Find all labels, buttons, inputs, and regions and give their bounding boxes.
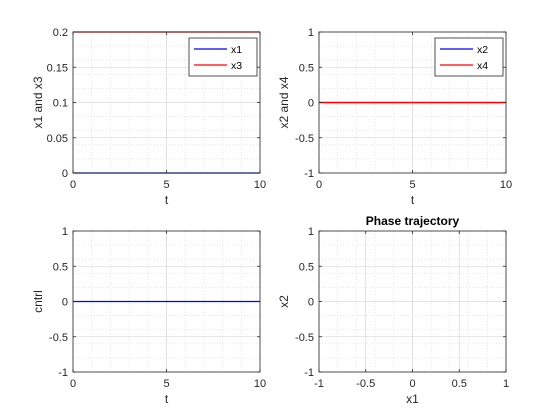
x-tick-label: 10	[254, 378, 266, 390]
y-tick-label: 0.5	[299, 261, 314, 273]
y-axis-label: x1 and x3	[31, 76, 45, 128]
y-tick-label: -0.5	[49, 332, 68, 344]
legend-label-x1: x1	[231, 44, 242, 56]
legend-label-x2: x2	[477, 44, 488, 56]
x-axis-label: t	[165, 193, 169, 207]
x-tick-label: 10	[500, 179, 512, 191]
x-tick-label: 5	[163, 179, 169, 191]
x-tick-label: 0	[70, 378, 76, 390]
x-tick-label: 0	[409, 378, 415, 390]
y-tick-label: -1	[304, 367, 314, 379]
legend-box	[188, 37, 258, 77]
legend-box	[434, 37, 504, 77]
subplot-3: 0 5 10 -1 -0.5 0 0.5 1 t cntrl	[31, 226, 266, 406]
y-tick-label: -1	[304, 168, 314, 180]
x-tick-label: 5	[163, 378, 169, 390]
plot-title: Phase trajectory	[366, 214, 460, 228]
x-tick-label: 1	[503, 378, 509, 390]
legend-label-x4: x4	[477, 60, 488, 72]
x-tick-label: -1	[314, 378, 324, 390]
x-tick-label: 10	[254, 179, 266, 191]
x-axis-label: x1	[406, 392, 419, 406]
x-tick-label: 0	[316, 179, 322, 191]
x-axis-label: t	[165, 392, 169, 406]
y-axis-label: x2	[277, 295, 291, 308]
y-tick-label: 0	[62, 168, 68, 180]
y-tick-label: 0	[308, 98, 314, 110]
y-tick-label: 1	[62, 226, 68, 238]
grid	[318, 230, 507, 373]
legend-label-x3: x3	[231, 60, 242, 72]
y-axis-label: cntrl	[31, 290, 45, 313]
y-tick-label: 1	[308, 27, 314, 39]
y-tick-label: 0	[308, 297, 314, 309]
y-tick-label: 0.1	[53, 98, 68, 110]
y-tick-label: 0.15	[47, 62, 68, 74]
y-tick-label: 0	[62, 297, 68, 309]
y-tick-label: 0.2	[53, 27, 68, 39]
y-tick-label: 0.05	[47, 133, 68, 145]
x-tick-label: 5	[409, 179, 415, 191]
x-tick-label: -0.5	[356, 378, 375, 390]
y-tick-label: -0.5	[295, 133, 314, 145]
subplot-4: -1 -0.5 0 0.5 1 -1 -0.5 0 0.5 1 x1 x2 Phase trajecto…	[277, 214, 509, 406]
y-tick-label: -1	[58, 367, 68, 379]
y-tick-label: 0.5	[299, 62, 314, 74]
x-axis-label: t	[411, 193, 415, 207]
y-tick-label: -0.5	[295, 332, 314, 344]
x-tick-label: 0	[70, 179, 76, 191]
y-axis-label: x2 and x4	[277, 76, 291, 128]
x-tick-label: 0.5	[452, 378, 467, 390]
y-tick-label: 1	[308, 226, 314, 238]
y-tick-label: 0.5	[53, 261, 68, 273]
